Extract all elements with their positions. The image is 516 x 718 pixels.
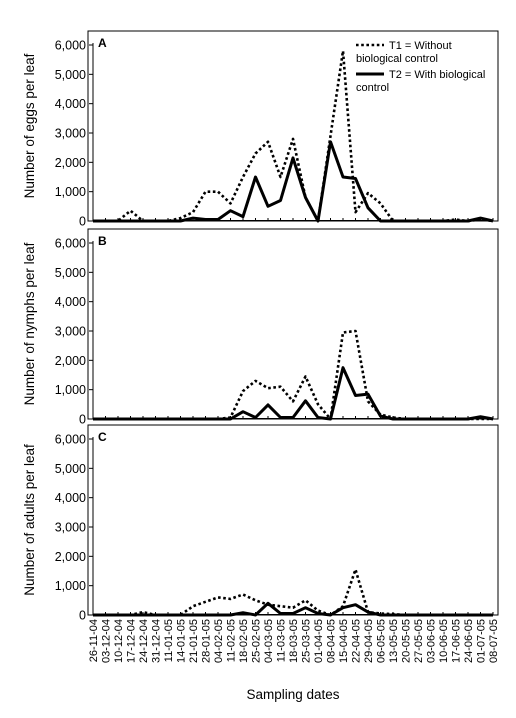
legend-label-t2-cont: control [356, 82, 389, 94]
x-tick-label: 08-04-05 [326, 619, 338, 663]
x-tick-label: 13-05-05 [388, 619, 400, 663]
y-tick-label: 5,000 [55, 68, 86, 82]
y-tick-label: 4,000 [55, 491, 86, 505]
panel-a: 0 1,000 2,000 3,000 4,000 5,000 6,000 A Number o… [22, 30, 499, 229]
x-tick-label: 26-11-04 [88, 619, 100, 662]
y-tick-label: 4,000 [55, 97, 86, 111]
legend-label-t2: T2 = With biological [389, 69, 485, 81]
x-tick-label: 11-01-05 [163, 619, 175, 662]
y-tick-label: 4,000 [55, 295, 86, 309]
y-tick-label: 1,000 [55, 579, 86, 593]
y-tick-label: 0 [79, 413, 86, 427]
x-tick-label: 18-02-05 [238, 619, 250, 663]
x-tick-label: 04-03-05 [263, 619, 275, 663]
x-tick-label: 10-06-05 [438, 619, 450, 663]
y-tick-label: 1,000 [55, 383, 86, 397]
panel-b: 0 1,000 2,000 3,000 4,000 5,000 6,000 B Number o… [22, 228, 499, 427]
y-tick-label: 2,000 [55, 550, 86, 564]
x-tick-label: 03-12-04 [101, 619, 113, 663]
x-tick-label: 20-05-05 [401, 619, 413, 663]
y-tick-label: 2,000 [55, 156, 86, 170]
y-tick-label: 5,000 [55, 266, 86, 280]
panel-label: A [98, 36, 107, 50]
y-tick-label: 1,000 [55, 185, 86, 199]
x-tick-label: 21-01-05 [188, 619, 200, 663]
x-axis-title: Sampling dates [246, 687, 339, 702]
x-tick-label: 11-02-05 [226, 619, 238, 662]
x-tick-label: 24-06-05 [463, 619, 475, 663]
y-tick-label: 6,000 [55, 39, 86, 53]
x-tick-label: 25-02-05 [251, 619, 263, 663]
x-tick-label: 28-01-05 [201, 619, 213, 663]
x-tick-label: 17-12-04 [126, 619, 138, 663]
y-tick-label: 0 [79, 609, 86, 623]
x-tick-label: 27-05-05 [413, 619, 425, 663]
y-axis-title: Number of adults per leaf [22, 444, 37, 596]
x-tick-label: 17-06-05 [451, 619, 463, 663]
panel-frame [87, 30, 499, 222]
x-tick-label: 11-03-05 [276, 619, 288, 662]
panel-label: C [98, 430, 107, 444]
panel-label: B [98, 234, 107, 248]
x-tick-label: 01-07-05 [476, 619, 488, 663]
y-axis-title: Number of eggs per leaf [22, 53, 37, 198]
x-tick-label: 14-01-05 [176, 619, 188, 663]
x-tick-label: 01-04-05 [313, 619, 325, 663]
x-tick-label: 08-07-05 [488, 619, 500, 663]
y-axis-title: Number of nymphs per leaf [22, 242, 37, 405]
y-tick-label: 2,000 [55, 354, 86, 368]
panel-c: 0 1,000 2,000 3,000 4,000 5,000 6,000 C Number o… [22, 424, 499, 623]
x-tick-label: 03-06-05 [426, 619, 438, 663]
y-tick-label: 3,000 [55, 325, 86, 339]
y-tick-label: 3,000 [55, 521, 86, 535]
x-tick-label: 10-12-04 [113, 619, 125, 663]
x-tick-label: 18-03-05 [288, 619, 300, 663]
x-tick-label: 22-04-05 [351, 619, 363, 663]
y-tick-label: 3,000 [55, 127, 86, 141]
x-tick-label: 25-03-05 [301, 619, 313, 663]
x-tick-label: 15-04-05 [338, 619, 350, 663]
x-tick-label: 29-04-05 [363, 619, 375, 663]
x-tick-label: 31-12-04 [151, 619, 163, 663]
panel-frame [87, 228, 499, 420]
legend-label-t1: T1 = Without [389, 40, 452, 52]
y-tick-label: 6,000 [55, 433, 86, 447]
y-tick-label: 0 [79, 215, 86, 229]
legend-label-t1-cont: biological control [356, 53, 438, 65]
y-tick-label: 5,000 [55, 462, 86, 476]
x-tick-label: 04-02-05 [213, 619, 225, 663]
x-tick-label: 24-12-04 [138, 619, 150, 663]
x-tick-label: 06-05-05 [376, 619, 388, 663]
panel-frame [87, 424, 499, 616]
x-tick-labels: 26-11-04 03-12-04 10-12-04 17-12-04 24-12-04… [88, 619, 500, 702]
y-tick-label: 6,000 [55, 237, 86, 251]
